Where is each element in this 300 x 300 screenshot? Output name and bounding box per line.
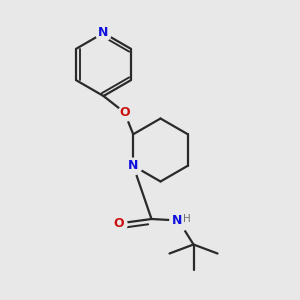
Text: O: O <box>113 217 124 230</box>
Text: N: N <box>172 214 182 227</box>
Text: H: H <box>183 214 191 224</box>
Text: N: N <box>98 26 109 39</box>
Text: N: N <box>128 159 138 172</box>
Text: O: O <box>119 106 130 119</box>
